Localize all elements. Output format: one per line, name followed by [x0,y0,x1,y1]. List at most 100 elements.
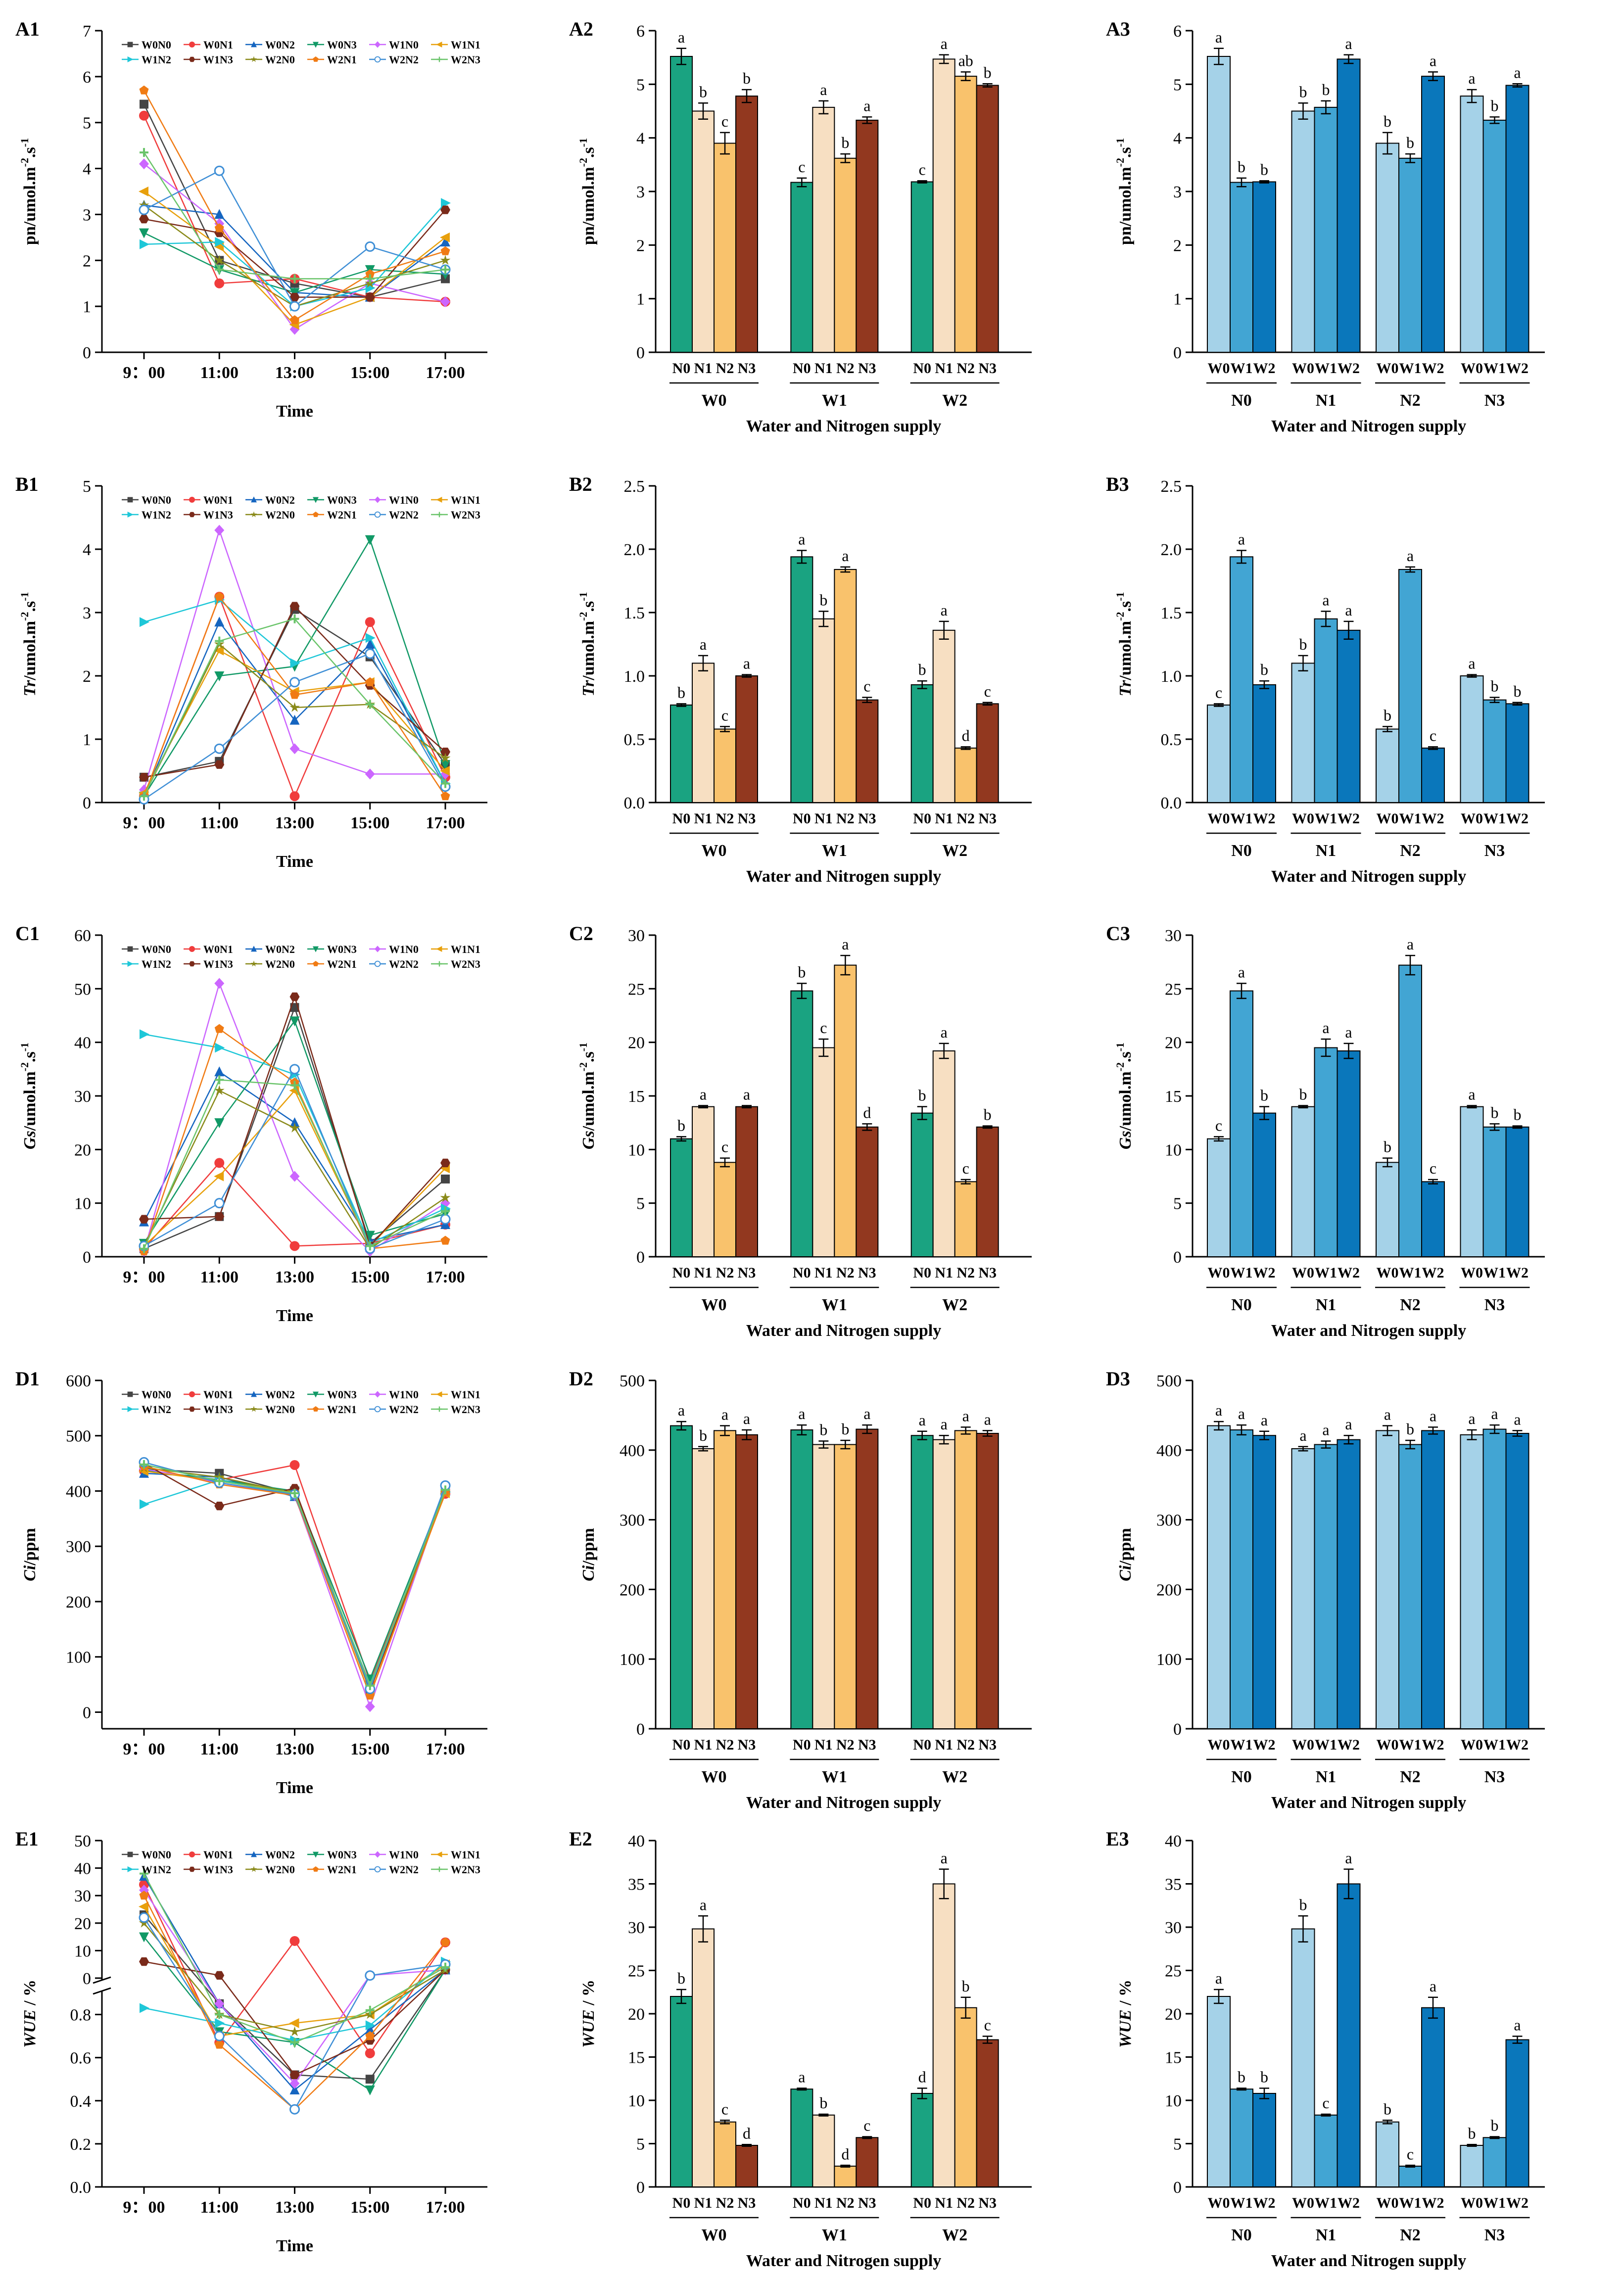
significance-letter: a [863,96,870,114]
bar-tick-label: W0 [1461,1265,1483,1281]
panel-D2-ylabel: Ci/ppm [579,1528,598,1581]
marker [189,497,195,503]
bar-tick-label: N1 [814,810,833,827]
bar-tick-label: W0 [1377,2195,1399,2211]
panel-label: A1 [15,18,40,40]
x-tick-label: 9：00 [123,814,165,832]
panel-A2-ylabel-main: pn/umol.m [579,167,598,245]
marker [290,658,300,668]
panel-label: E1 [15,1828,39,1850]
panel-C2-ylabel-main: /umol.m [579,1071,598,1131]
group-label: W0 [702,391,727,410]
legend-label: W1N2 [142,53,171,66]
significance-letter: b [819,591,827,609]
significance-letter: b [1260,160,1268,178]
significance-letter: b [1260,1087,1268,1104]
legend-label: W2N2 [389,509,419,521]
y-tick-label: 0 [636,2179,645,2197]
legend-label: W1N0 [389,943,419,955]
marker [139,158,149,170]
significance-letter: b [699,1426,707,1444]
bar-tick-label: N1 [694,360,713,377]
y-tick-label: 0 [1173,2179,1182,2197]
y-tick-label: 100 [66,1649,91,1667]
bar [954,1181,977,1257]
bar [670,56,693,353]
marker [375,41,381,48]
x-tick-label: 15:00 [350,364,389,382]
panel-B3-ylabel-mid: .s [1116,601,1135,612]
significance-letter: a [798,530,805,548]
significance-letter: a [1514,1410,1521,1428]
bar [790,556,813,803]
bar [1207,1996,1231,2187]
panel-C1-ylabel-mid: .s [21,1051,39,1062]
bar-tick-label: N0 [672,360,691,377]
marker [214,616,225,627]
bar-tick-label: W2 [1337,1265,1360,1281]
bar-tick-label: N0 [793,1737,811,1753]
bar-tick-label: W1 [1483,1265,1506,1281]
bar-tick-label: N3 [738,2195,756,2211]
marker [289,1171,300,1182]
marker [289,1016,300,1027]
bar-tick-label: N2 [956,2195,975,2211]
bar [932,1883,955,2187]
y-tick-label: 1.0 [1161,667,1182,686]
x-tick-label: 11:00 [200,2198,239,2217]
panel-C1-ylabel-sup2: -1 [18,1042,31,1051]
bar-tick-label: N0 [913,810,931,827]
bar-tick-label: N3 [738,1265,756,1281]
group-label: N1 [1316,391,1337,410]
marker [189,1391,195,1397]
panel-D1: D1 9：00 11:00 13:00 15:00 17:00 Time 0 100 200 300… [15,1368,487,1797]
significance-letter: b [1384,1138,1391,1156]
y-tick-label: 2 [83,667,91,686]
bar [1207,1425,1231,1729]
marker [251,41,257,47]
y-tick-label: 30 [74,1887,91,1905]
group-label: N2 [1400,2226,1421,2244]
bar [856,699,879,804]
legend-label: W0N1 [203,39,233,51]
bar [834,157,857,353]
bar [910,1112,934,1258]
bar-tick-label: N2 [956,810,975,827]
significance-letter: a [1430,51,1436,69]
panel-A1-ylabel-main: pn/umol.m [21,167,39,245]
panel-A2-ylabel-sup1: -2 [577,158,589,167]
marker [289,2018,299,2028]
marker [139,773,149,782]
y-tick-label: 100 [1156,1651,1182,1669]
bar-tick-label: N1 [814,1265,833,1281]
marker [140,617,149,627]
panel-B2-ylabel: Tr/umol.m-2.s-1 [577,592,598,696]
bar-tick-label: W0 [1208,1265,1230,1281]
y-tick-label: 35 [628,1876,645,1894]
significance-letter: c [1407,2145,1414,2163]
panel-A1-ylabel-mid: .s [21,147,39,158]
marker [214,524,225,536]
legend-label: W1N3 [203,1863,233,1876]
marker [140,1029,149,1040]
significance-letter: a [798,1405,805,1422]
bar-tick-label: N3 [738,360,756,377]
y-tick-label: 25 [1165,1962,1182,1981]
marker [139,1912,149,1923]
significance-letter: b [1238,2068,1245,2086]
marker [289,702,300,712]
marker [440,1192,451,1202]
panel-D2-ylabel-main: /ppm [579,1528,598,1566]
panel-label: E2 [569,1828,592,1850]
significance-letter: a [798,2068,805,2086]
marker [214,278,225,288]
legend-label: W2N1 [327,509,357,521]
significance-letter: a [743,654,750,672]
bar [790,1429,813,1729]
y-tick-label: 10 [1165,1141,1182,1159]
x-axis-title: Water and Nitrogen supply [1271,867,1467,886]
panel-label: D1 [15,1368,40,1390]
marker [441,1962,450,1972]
significance-letter: b [1491,96,1499,114]
marker [313,497,319,503]
